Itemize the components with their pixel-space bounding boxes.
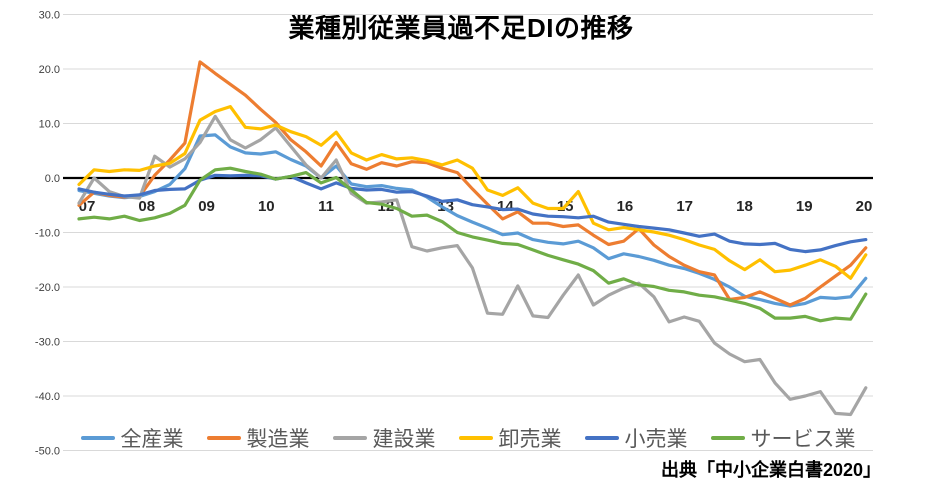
x-tick-label: 16 <box>617 198 634 215</box>
y-tick-label: -10.0 <box>35 228 60 240</box>
series-line-サービス業 <box>77 166 868 323</box>
y-tick-label: 10.0 <box>39 119 60 131</box>
series-line-卸売業 <box>77 104 868 280</box>
x-tick-label: 08 <box>138 198 155 215</box>
legend-label-manufacturing: 製造業 <box>246 428 310 451</box>
x-tick-label: 17 <box>676 198 693 215</box>
legend-swatch-wholesale <box>458 435 493 441</box>
y-tick-label: 30.0 <box>39 10 60 22</box>
legend-label-retail: 小売業 <box>624 428 688 451</box>
legend-item-wholesale: 卸売業 <box>458 423 562 453</box>
y-tick-label: -40.0 <box>35 391 60 403</box>
legend-item-services: サービス業 <box>710 423 856 453</box>
legend-label-construction: 建設業 <box>372 428 436 451</box>
legend-swatch-services <box>710 435 745 441</box>
legend-swatch-construction <box>332 435 367 441</box>
legend-swatch-manufacturing <box>206 435 241 441</box>
x-tick-label: 18 <box>736 198 753 215</box>
x-tick-label: 10 <box>258 198 275 215</box>
legend-item-retail: 小売業 <box>584 423 688 453</box>
series-line-全産業 <box>77 133 868 308</box>
legend-item-all-industries: 全産業 <box>80 423 184 453</box>
legend-item-manufacturing: 製造業 <box>206 423 310 453</box>
y-tick-label: -30.0 <box>35 337 60 349</box>
legend-item-construction: 建設業 <box>332 423 436 453</box>
source-citation: 出典「中小企業白書2020」 <box>660 460 881 480</box>
y-tick-label: 20.0 <box>39 64 60 76</box>
y-tick-label: -20.0 <box>35 282 60 294</box>
x-tick-label: 20 <box>856 198 873 215</box>
x-tick-label: 19 <box>796 198 813 215</box>
legend-label-all-industries: 全産業 <box>120 428 184 451</box>
legend-swatch-retail <box>584 435 619 441</box>
legend-label-services: サービス業 <box>750 428 856 451</box>
legend-swatch-all-industries <box>80 435 115 441</box>
chart-legend: 全産業 製造業 建設業 卸売業 小売業 サービス業 <box>63 423 873 453</box>
series-line-小売業 <box>77 173 868 254</box>
series-line-製造業 <box>77 60 868 307</box>
y-tick-label: -50.0 <box>35 446 60 458</box>
legend-label-wholesale: 卸売業 <box>498 428 562 451</box>
x-tick-label: 09 <box>198 198 215 215</box>
y-tick-label: 0.0 <box>45 173 60 185</box>
x-tick-label: 14 <box>497 198 514 215</box>
series-line-建設業 <box>77 114 868 417</box>
x-tick-label: 11 <box>318 198 334 215</box>
chart-title: 業種別従業員過不足DIの推移 <box>288 13 634 43</box>
